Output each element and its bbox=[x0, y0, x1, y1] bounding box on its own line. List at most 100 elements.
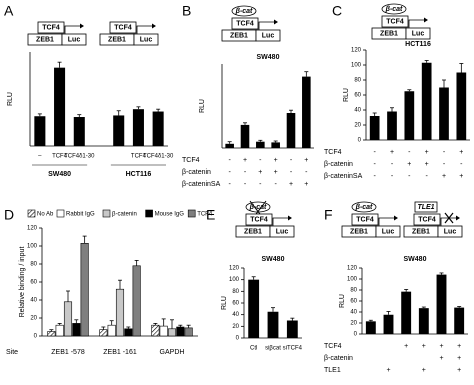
y-tick-label: 120 bbox=[347, 266, 358, 272]
arrow bbox=[258, 21, 274, 30]
bar bbox=[159, 325, 168, 337]
diagram-box bbox=[269, 225, 295, 238]
arrow bbox=[136, 25, 152, 34]
legend-swatch bbox=[102, 209, 111, 218]
y-tick-label: 120 bbox=[27, 226, 38, 232]
y-tick-label: 100 bbox=[347, 277, 358, 283]
diagram-label: TCF4 bbox=[386, 18, 404, 25]
panel-letter: C bbox=[332, 3, 342, 19]
panel-letter: E bbox=[206, 207, 215, 223]
diagram-box bbox=[437, 225, 463, 238]
diagram-box bbox=[413, 213, 441, 226]
condition-mark: - bbox=[305, 169, 308, 176]
y-tick-label: 20 bbox=[232, 324, 239, 330]
arrow-head bbox=[80, 23, 84, 29]
arrow-head bbox=[274, 19, 278, 25]
condition-mark: + bbox=[457, 367, 461, 374]
condition-mark: + bbox=[243, 157, 247, 164]
y-tick-label: 20 bbox=[30, 316, 37, 322]
bar bbox=[248, 279, 260, 338]
bar bbox=[240, 124, 250, 148]
bar bbox=[267, 311, 279, 338]
x-tick-label: ZEB1 -161 bbox=[103, 349, 137, 356]
condition-mark: - bbox=[373, 149, 376, 156]
group-label: SW480 bbox=[48, 171, 71, 178]
condition-mark: + bbox=[425, 149, 429, 156]
condition-mark: + bbox=[422, 343, 426, 350]
legend-label: No Ab bbox=[37, 212, 54, 218]
bar bbox=[132, 265, 141, 337]
y-tick-label: 80 bbox=[354, 78, 361, 84]
bar bbox=[132, 109, 144, 146]
legend-swatch bbox=[56, 209, 65, 218]
panel-letter: A bbox=[4, 3, 14, 19]
group-label: HCT116 bbox=[126, 171, 152, 178]
bar bbox=[80, 243, 89, 337]
condition-mark: + bbox=[459, 149, 463, 156]
diagram-label: β-cat bbox=[355, 204, 373, 211]
y-axis-label: RLU bbox=[199, 99, 206, 113]
condition-mark: - bbox=[244, 169, 247, 176]
condition-name: TCF4 bbox=[324, 149, 342, 156]
bar bbox=[72, 323, 81, 337]
bar bbox=[184, 327, 193, 337]
diagram-box bbox=[245, 213, 273, 226]
y-tick-label: 60 bbox=[30, 280, 37, 286]
bar bbox=[302, 76, 311, 148]
condition-name: β-cateninSA bbox=[324, 173, 363, 180]
bar bbox=[383, 314, 394, 334]
diagram-label: Luc bbox=[382, 228, 395, 235]
y-tick-label: 0 bbox=[236, 336, 240, 342]
bar bbox=[404, 91, 415, 140]
x-tick-label: ZEB1 -578 bbox=[51, 349, 85, 356]
bar bbox=[418, 308, 429, 334]
diagram-box bbox=[381, 15, 409, 28]
diagram-box bbox=[255, 29, 281, 42]
condition-mark: + bbox=[422, 367, 426, 374]
bar bbox=[286, 113, 296, 148]
bar bbox=[454, 307, 465, 334]
condition-name: β-catenin bbox=[324, 161, 353, 168]
panel-title: SW480 bbox=[257, 54, 280, 61]
bar bbox=[225, 143, 234, 148]
bar bbox=[107, 324, 116, 337]
condition-mark: + bbox=[390, 149, 394, 156]
y-tick-label: 0 bbox=[34, 334, 38, 340]
bar bbox=[176, 326, 185, 337]
arrow-head bbox=[456, 215, 460, 221]
diagram-label: ZEB1 bbox=[36, 36, 54, 43]
diagram-label: Luc bbox=[276, 228, 289, 235]
y-tick-label: 40 bbox=[232, 312, 239, 318]
condition-mark: + bbox=[442, 173, 446, 180]
condition-mark: + bbox=[304, 157, 308, 164]
diagram-label: β-cat bbox=[385, 6, 403, 13]
bar bbox=[256, 141, 265, 148]
condition-mark: - bbox=[408, 173, 411, 180]
x-tick-label: TCF4 bbox=[131, 154, 147, 160]
condition-mark: + bbox=[404, 343, 408, 350]
bar bbox=[113, 115, 125, 146]
panel-title: HCT116 bbox=[405, 41, 431, 48]
arrow bbox=[272, 217, 288, 226]
panel-title: SW480 bbox=[262, 256, 285, 263]
y-axis-label: RLU bbox=[7, 92, 14, 106]
condition-mark: - bbox=[290, 157, 293, 164]
y-tick-label: 80 bbox=[30, 262, 37, 268]
y-tick-label: 120 bbox=[351, 48, 362, 54]
legend-label: Mouse IgG bbox=[155, 212, 185, 218]
diagram-box bbox=[405, 27, 431, 40]
y-tick-label: 40 bbox=[350, 310, 357, 316]
diagram-box bbox=[231, 17, 259, 30]
legend-swatch bbox=[27, 209, 36, 218]
diagram-label: ZEB1 bbox=[244, 228, 262, 235]
condition-mark: - bbox=[259, 157, 262, 164]
condition-name: β-catenin bbox=[182, 169, 211, 176]
condition-mark: - bbox=[228, 169, 231, 176]
y-axis-label: RLU bbox=[339, 294, 346, 308]
condition-mark: - bbox=[460, 161, 463, 168]
condition-mark: - bbox=[373, 173, 376, 180]
y-tick-label: 0 bbox=[358, 138, 362, 144]
condition-name: TLE1 bbox=[324, 367, 341, 374]
bar bbox=[47, 331, 56, 337]
diagram-label: Luc bbox=[262, 32, 275, 39]
